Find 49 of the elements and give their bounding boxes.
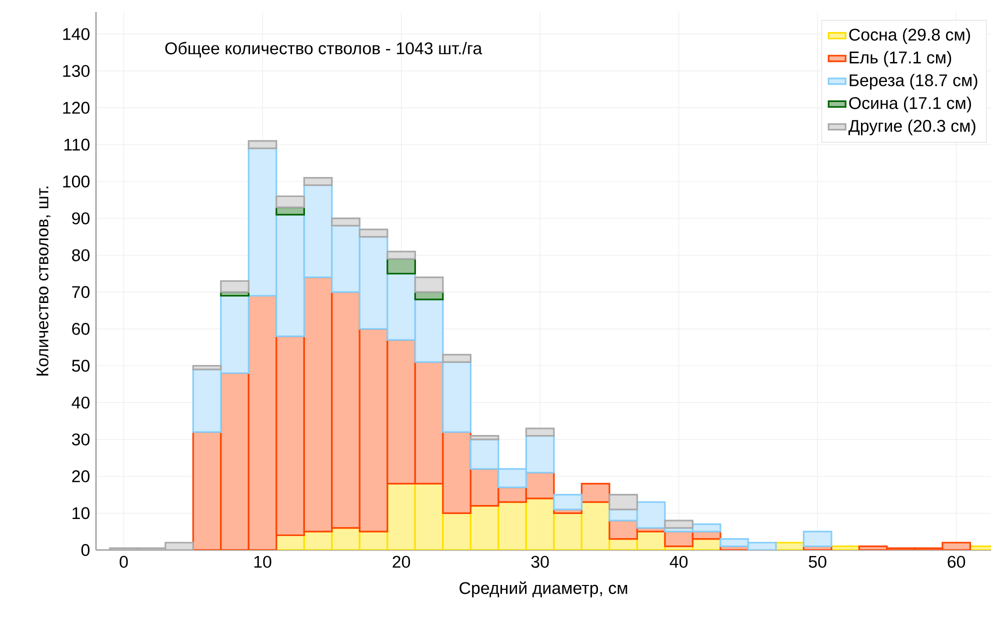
y-tick-label: 20 [72,470,90,482]
y-tick-label: 50 [72,360,90,372]
x-tick-label: 20 [392,556,410,568]
y-tick-label: 120 [63,102,90,114]
x-tick-label: 60 [948,556,966,568]
x-tick-label: 30 [531,556,549,568]
x-tick-label: 40 [670,556,688,568]
y-tick-label: 10 [72,507,90,520]
y-tick-label: 100 [63,176,90,188]
x-tick-label: 50 [808,556,826,568]
x-tick-label: 10 [254,556,272,568]
bar [664,520,694,529]
bar [386,250,416,260]
text: Общее количество стволов - 1043 шт./га [165,42,482,58]
y-tick-label: 80 [72,249,90,262]
bar [470,434,500,440]
x-axis-title: Средний диаметр, см [460,581,628,598]
y-tick-label: 70 [72,286,90,298]
y-tick-label: 110 [64,138,90,151]
bar [442,361,472,433]
legend-label: Береза (18.7 см) [850,74,978,90]
y-axis-title: Количество стволов, шт. [36,186,50,376]
bar [580,482,610,503]
bar [525,428,555,437]
bar [276,195,305,208]
bar [553,494,582,510]
x-tick-label: 0 [120,556,128,568]
y-tick-label: 0 [81,544,90,556]
y-tick-label: 90 [72,212,90,224]
bar [220,280,250,293]
legend-label: Ель (17.1 см) [850,51,952,67]
bar [442,354,472,363]
y-tick-label: 60 [72,322,90,335]
bar [414,276,444,293]
bar [303,177,333,186]
bar [248,140,278,150]
y-tick-label: 140 [63,28,90,40]
bar [358,228,388,238]
bar [192,364,222,370]
legend-label: Осина (17.1 см) [849,96,971,112]
bar [331,218,360,227]
legend-label: Сосна (29.8 см) [849,28,970,44]
bar [802,530,832,548]
bar [386,258,416,274]
legend-label: Другие (20.3 см) [848,119,976,136]
bar [608,494,638,510]
y-tick-label: 30 [72,433,90,446]
y-tick-label: 130 [63,64,90,77]
y-tick-label: 40 [72,396,90,409]
